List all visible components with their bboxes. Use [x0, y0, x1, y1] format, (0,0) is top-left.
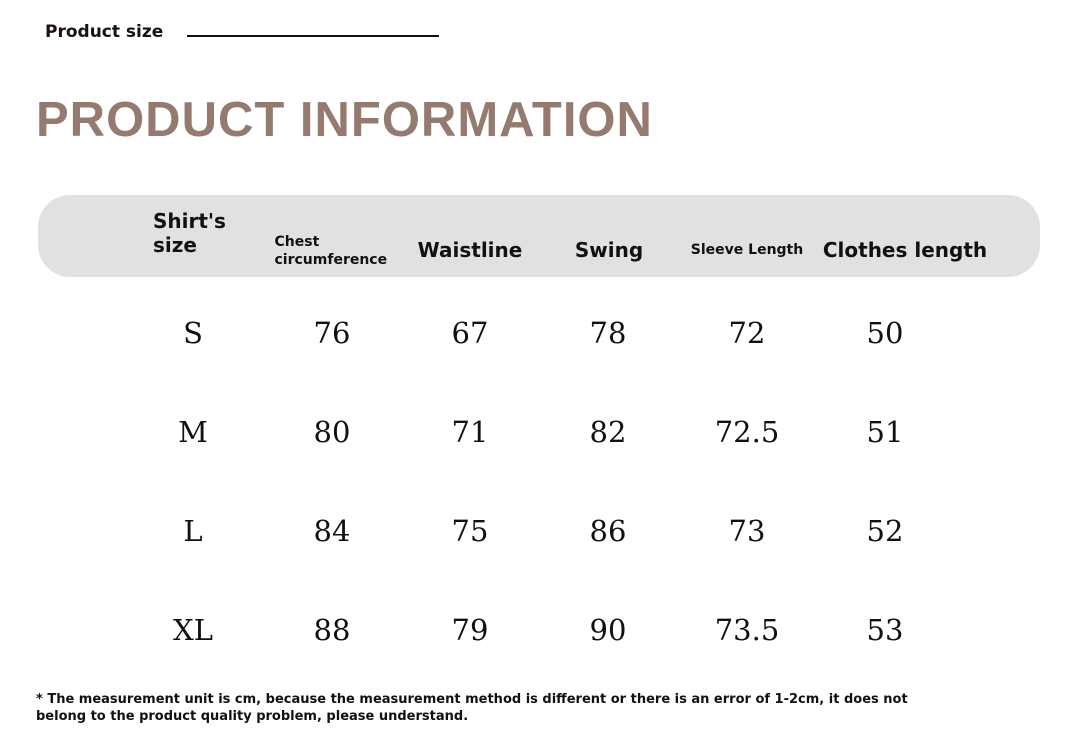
footnote: * The measurement unit is cm, because th… [36, 691, 908, 725]
measurement-cell: 71 [451, 415, 489, 449]
measurement-cell: 80 [313, 415, 351, 449]
table-header: Shirt's size Chest circumference Waistli… [38, 195, 1040, 277]
measurement-cell: 75 [451, 514, 489, 548]
measurement-cell: 52 [866, 514, 904, 548]
measurement-cell: 84 [313, 514, 351, 548]
column-header-size: Shirt's size [153, 209, 226, 257]
measurement-cell: 53 [866, 613, 904, 647]
column-header-waistline: Waistline [417, 238, 523, 262]
column-header-length: Clothes length [822, 238, 988, 262]
page-title: PRODUCT INFORMATION [36, 93, 653, 147]
measurement-cell: 86 [589, 514, 627, 548]
measurement-cell: 73 [728, 514, 766, 548]
measurement-cell: 72 [728, 316, 766, 350]
measurement-cell: 78 [589, 316, 627, 350]
divider [187, 35, 439, 37]
measurement-cell: 90 [589, 613, 627, 647]
measurement-cell: 51 [866, 415, 904, 449]
column-header-chest: Chest circumference [274, 234, 388, 268]
measurement-cell: 82 [589, 415, 627, 449]
column-header-sleeve: Sleeve Length [690, 242, 804, 258]
size-cell: L [183, 514, 203, 548]
measurement-cell: 76 [313, 316, 351, 350]
measurement-cell: 73.5 [714, 613, 780, 647]
section-subtitle: Product size [45, 22, 164, 42]
measurement-cell: 72.5 [714, 415, 780, 449]
measurement-cell: 79 [451, 613, 489, 647]
measurement-cell: 50 [866, 316, 904, 350]
measurement-cell: 67 [451, 316, 489, 350]
footnote-line-1: * The measurement unit is cm, because th… [36, 692, 908, 707]
size-cell: M [178, 415, 208, 449]
column-header-swing: Swing [574, 238, 644, 262]
size-cell: S [183, 316, 203, 350]
footnote-line-2: belong to the product quality problem, p… [36, 709, 469, 724]
size-cell: XL [173, 613, 213, 647]
measurement-cell: 88 [313, 613, 351, 647]
